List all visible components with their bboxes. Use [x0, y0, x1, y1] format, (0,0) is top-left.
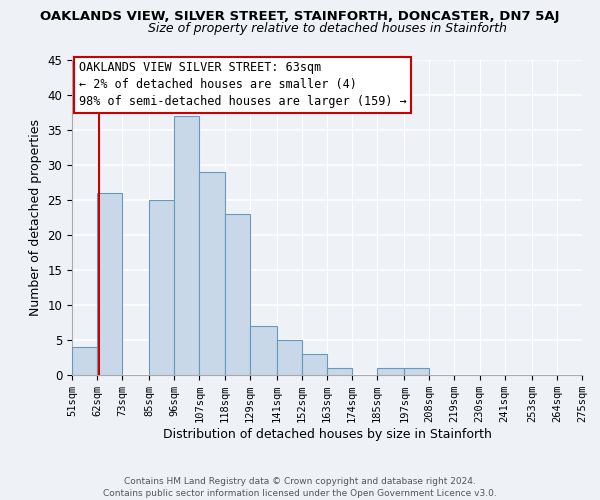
- Title: Size of property relative to detached houses in Stainforth: Size of property relative to detached ho…: [148, 22, 506, 35]
- Bar: [224, 214, 250, 375]
- X-axis label: Distribution of detached houses by size in Stainforth: Distribution of detached houses by size …: [163, 428, 491, 441]
- Bar: [149, 200, 175, 375]
- Text: Contains HM Land Registry data © Crown copyright and database right 2024.
Contai: Contains HM Land Registry data © Crown c…: [103, 476, 497, 498]
- Bar: [302, 354, 327, 375]
- Bar: [277, 340, 302, 375]
- Bar: [199, 172, 224, 375]
- Bar: [404, 368, 430, 375]
- Bar: [582, 368, 600, 375]
- Bar: [250, 326, 277, 375]
- Bar: [377, 368, 404, 375]
- Bar: [175, 116, 199, 375]
- Bar: [97, 193, 122, 375]
- Bar: [72, 347, 97, 375]
- Y-axis label: Number of detached properties: Number of detached properties: [29, 119, 42, 316]
- Text: OAKLANDS VIEW, SILVER STREET, STAINFORTH, DONCASTER, DN7 5AJ: OAKLANDS VIEW, SILVER STREET, STAINFORTH…: [40, 10, 560, 23]
- Text: OAKLANDS VIEW SILVER STREET: 63sqm
← 2% of detached houses are smaller (4)
98% o: OAKLANDS VIEW SILVER STREET: 63sqm ← 2% …: [79, 62, 407, 108]
- Bar: [327, 368, 352, 375]
